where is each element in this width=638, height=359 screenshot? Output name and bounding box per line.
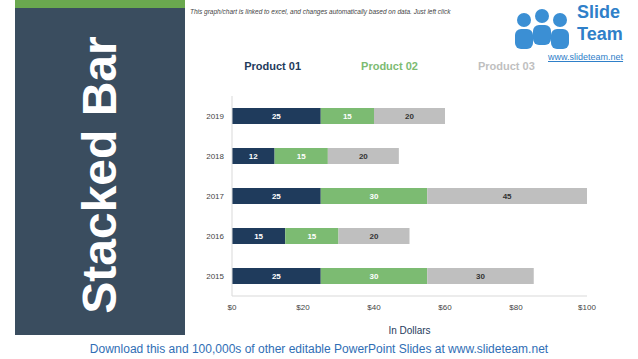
svg-text:25: 25 [272, 192, 281, 201]
svg-text:2019: 2019 [206, 112, 224, 121]
html-text:Product 03: Product 03 [477, 60, 535, 72]
html-text:Stacked Bar: Stacked Bar [73, 36, 126, 314]
svg-text:2017: 2017 [206, 192, 224, 201]
svg-text:15: 15 [343, 112, 352, 121]
svg-text:2016: 2016 [206, 232, 224, 241]
svg-text:15: 15 [307, 232, 316, 241]
html-text:www.slideteam.net: www.slideteam.net [548, 52, 623, 62]
svg-text:20: 20 [405, 112, 414, 121]
svg-text:30: 30 [370, 272, 379, 281]
svg-text:25: 25 [272, 112, 281, 121]
svg-text:15: 15 [254, 232, 263, 241]
svg-text:45: 45 [503, 192, 512, 201]
svg-text:12: 12 [249, 152, 258, 161]
svg-text:$40: $40 [367, 303, 381, 312]
html-text:Product 01: Product 01 [244, 60, 302, 72]
svg-text:20: 20 [370, 232, 379, 241]
html-text:Product 02: Product 02 [361, 60, 418, 72]
svg-text:In Dollars: In Dollars [388, 325, 430, 336]
html-text:Team: Team [577, 24, 623, 44]
svg-text:20: 20 [359, 152, 368, 161]
svg-text:$60: $60 [438, 303, 452, 312]
svg-text:$0: $0 [228, 303, 237, 312]
html-text:This graph/chart is linked to: This graph/chart is linked to excel, and… [190, 8, 451, 15]
svg-text:30: 30 [370, 192, 379, 201]
html-text:Download this and 100,000s of: Download this and 100,000s of other edit… [89, 342, 549, 356]
svg-text:$20: $20 [296, 303, 310, 312]
svg-text:15: 15 [297, 152, 306, 161]
svg-text:30: 30 [476, 272, 485, 281]
svg-text:2015: 2015 [206, 272, 224, 281]
svg-text:25: 25 [272, 272, 281, 281]
svg-text:2018: 2018 [206, 152, 224, 161]
svg-text:$80: $80 [509, 303, 523, 312]
html-text:Slide: Slide [577, 2, 620, 22]
svg-text:$100: $100 [578, 303, 596, 312]
